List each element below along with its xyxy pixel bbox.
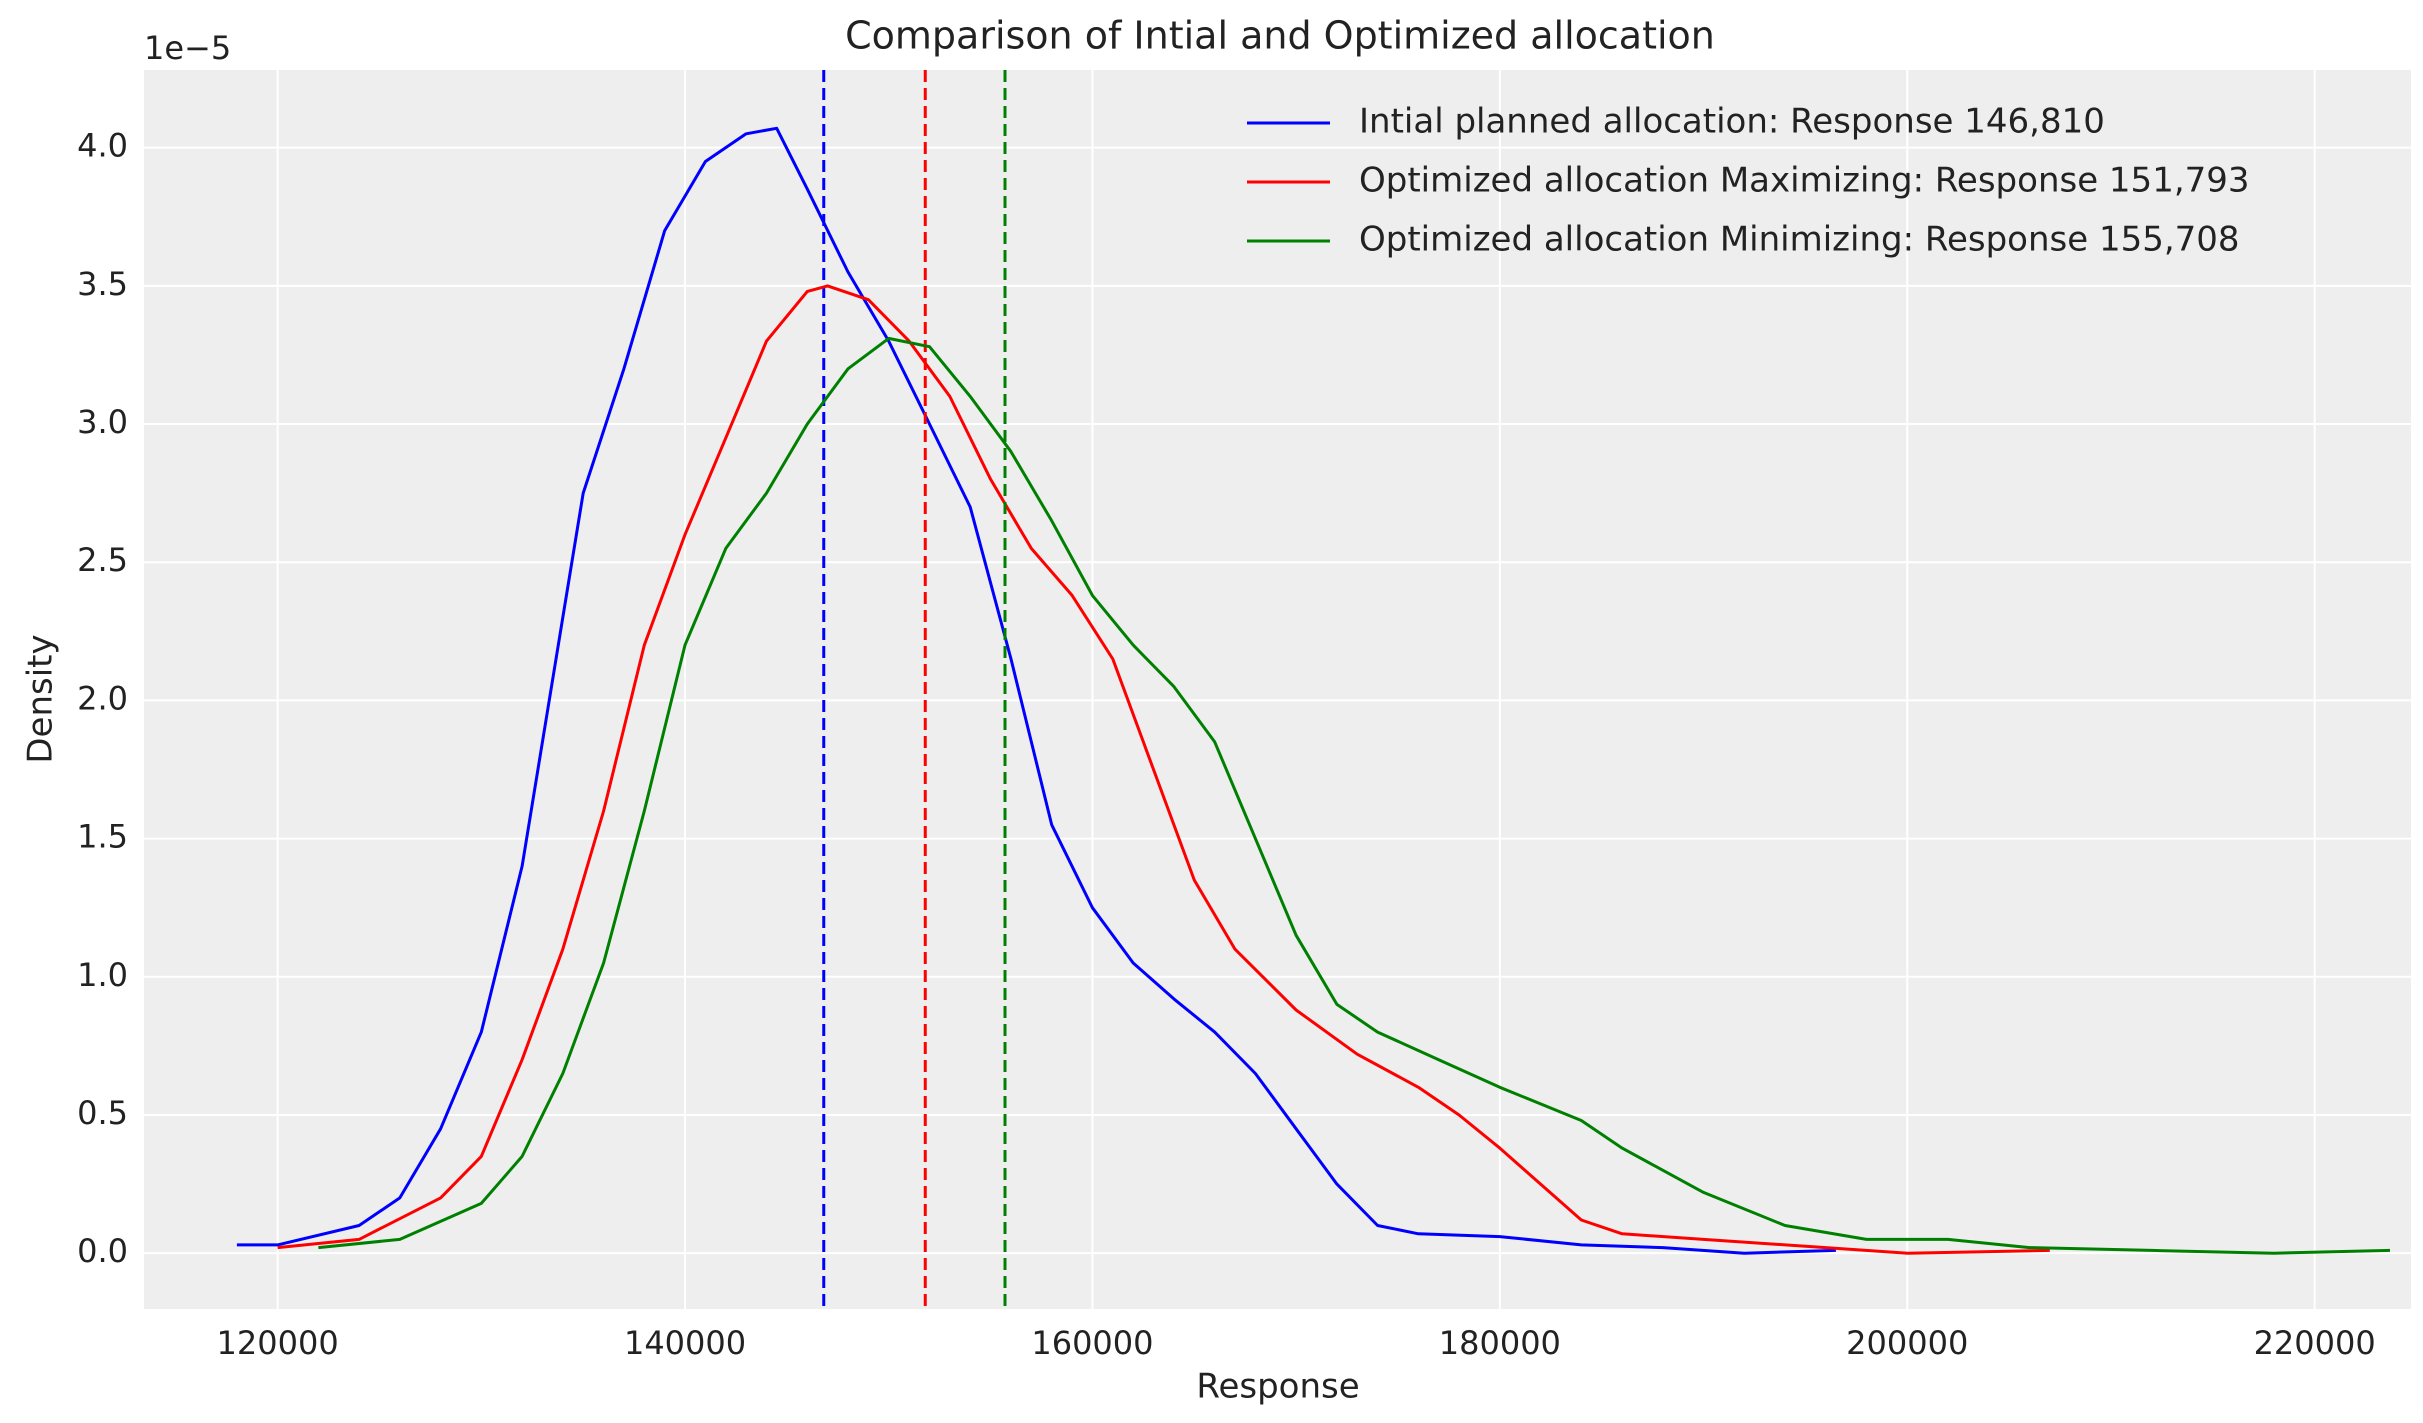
y-tick-label: 3.5 xyxy=(77,265,128,303)
y-tick-label: 2.5 xyxy=(77,541,128,579)
x-tick-label: 220000 xyxy=(2254,1324,2376,1362)
y-tick-label: 0.5 xyxy=(77,1094,128,1132)
y-tick-label: 4.0 xyxy=(77,127,128,165)
chart-title: Comparison of Intial and Optimized alloc… xyxy=(845,14,1715,58)
x-axis-label: Response xyxy=(1196,1367,1359,1407)
x-tick-label: 180000 xyxy=(1439,1324,1561,1362)
density-line xyxy=(236,126,1836,1255)
y-offset-label: 1e−5 xyxy=(144,29,231,67)
density-line xyxy=(318,336,2391,1255)
x-tick-label: 140000 xyxy=(624,1324,746,1362)
y-tick-label: 1.0 xyxy=(77,956,128,994)
legend-label: Optimized allocation Maximizing: Respons… xyxy=(1359,161,2250,201)
y-tick-label: 2.0 xyxy=(77,679,128,717)
x-tick-label: 200000 xyxy=(1846,1324,1968,1362)
grid xyxy=(144,70,2411,1309)
x-tick-label: 120000 xyxy=(217,1324,339,1362)
y-tick-label: 3.0 xyxy=(77,403,128,441)
y-tick-label: 0.0 xyxy=(77,1232,128,1270)
x-tick-label: 160000 xyxy=(1031,1324,1153,1362)
legend-label: Optimized allocation Minimizing: Respons… xyxy=(1359,220,2240,260)
y-tick-label: 1.5 xyxy=(77,818,128,856)
y-axis-label: Density xyxy=(21,634,61,763)
density-line xyxy=(277,284,2050,1255)
legend-label: Intial planned allocation: Response 146,… xyxy=(1359,102,2105,142)
